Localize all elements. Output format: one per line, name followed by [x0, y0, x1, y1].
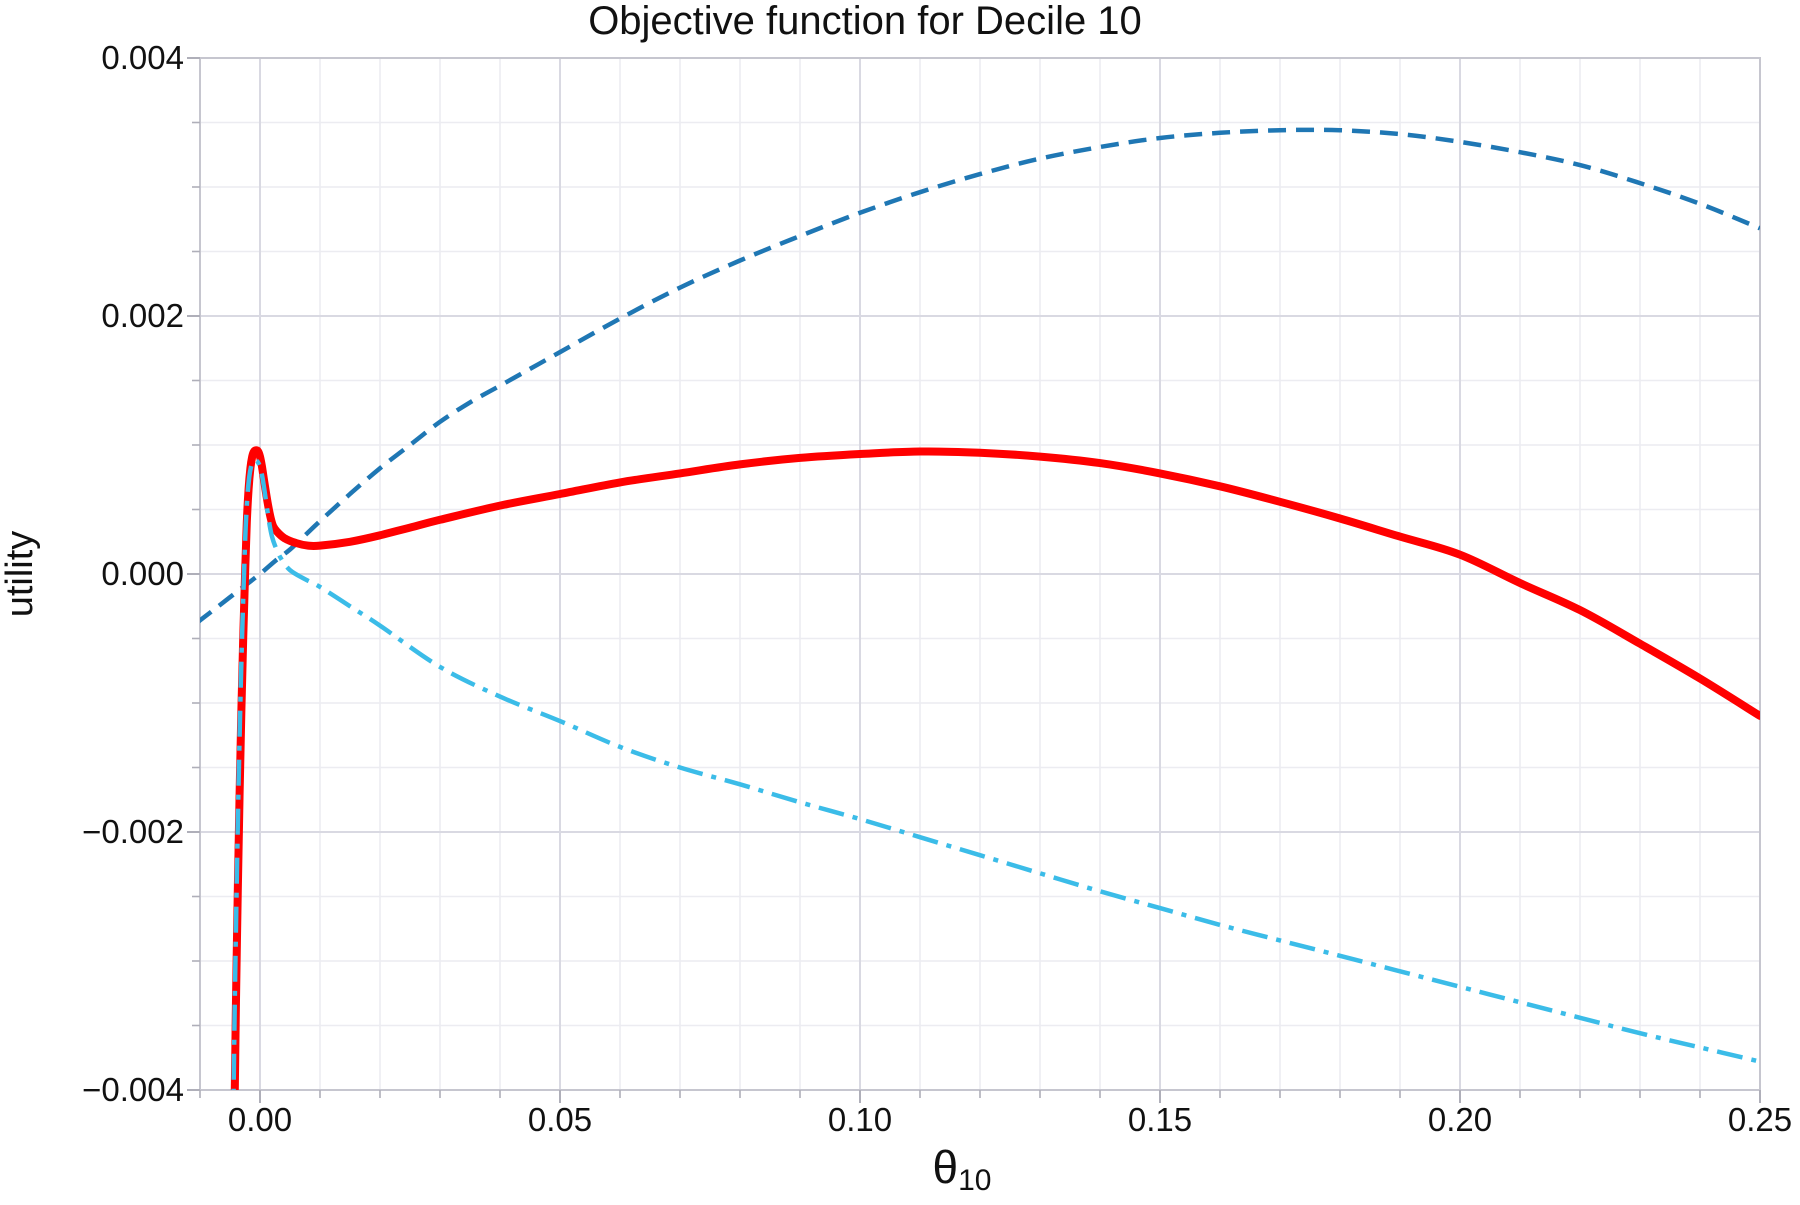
- series-lines: [200, 127, 1760, 1090]
- x-axis-label-subscript: 10: [958, 1164, 991, 1197]
- chart-title: Objective function for Decile 10: [588, 0, 1142, 43]
- y-tick-label: −0.004: [82, 1071, 184, 1108]
- y-tick-label: 0.004: [101, 39, 184, 76]
- x-tick-label: 0.10: [828, 1101, 892, 1138]
- y-tick-label: −0.002: [82, 813, 184, 850]
- y-tick-label: 0.002: [101, 297, 184, 334]
- axis-tick-labels: 0.00 0.05 0.10 0.15 0.20 0.25 0.004 0.002 0.000 −…: [82, 39, 1792, 1138]
- x-tick-label: 0.20: [1428, 1101, 1492, 1138]
- x-tick-label: 0.15: [1128, 1101, 1192, 1138]
- x-tick-label: 0.05: [528, 1101, 592, 1138]
- axis-ticks: [187, 57, 1761, 1103]
- y-axis-label: utility: [0, 531, 41, 618]
- series-line-dashed_blue: [200, 127, 1760, 624]
- x-axis-label-theta: θ: [933, 1141, 959, 1193]
- x-axis-label: θ10: [933, 1141, 992, 1197]
- y-tick-label: 0.000: [101, 555, 184, 592]
- series-line-dashdot_cyan: [231, 458, 1760, 1090]
- x-tick-label: 0.00: [228, 1101, 292, 1138]
- x-tick-label: 0.25: [1728, 1101, 1792, 1138]
